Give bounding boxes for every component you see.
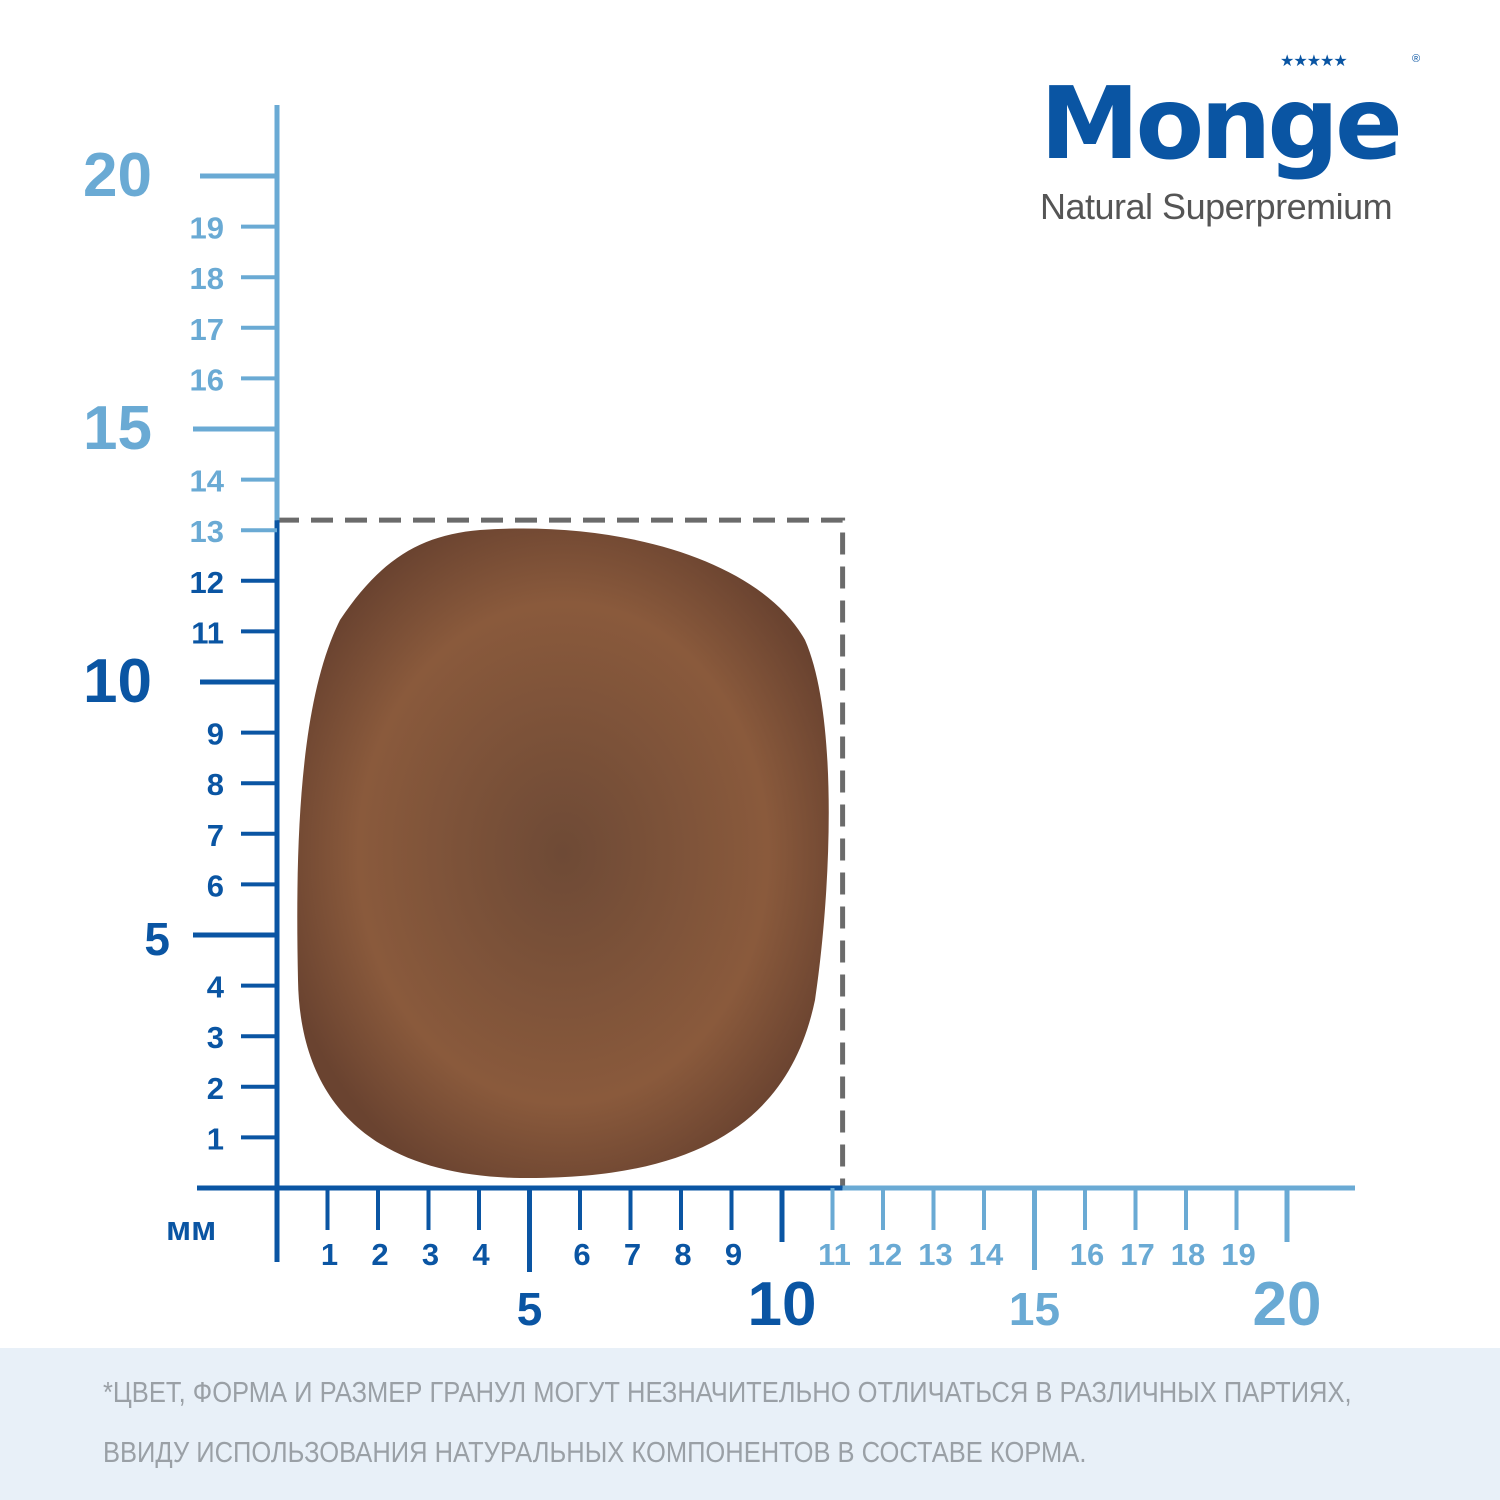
registered-mark: ® xyxy=(1412,53,1421,65)
x-minor-label: 11 xyxy=(818,1237,851,1272)
x-minor-label: 9 xyxy=(725,1237,742,1272)
size-outline-dashed xyxy=(277,517,846,1188)
y-minor-label: 8 xyxy=(207,767,224,802)
y-minor-label: 2 xyxy=(207,1071,224,1106)
y-minor-label: 13 xyxy=(190,514,224,549)
x-major-label: 5 xyxy=(517,1283,543,1335)
y-minor-label: 17 xyxy=(190,312,224,347)
y-minor-label: 12 xyxy=(190,565,224,600)
y-minor-label: 7 xyxy=(207,818,224,853)
y-minor-label: 14 xyxy=(190,464,225,499)
y-minor-label: 4 xyxy=(207,970,225,1005)
y-minor-label: 11 xyxy=(191,615,224,650)
x-major-label: 10 xyxy=(748,1270,817,1339)
y-minor-label: 1 xyxy=(207,1121,224,1156)
y-major-label: 5 xyxy=(144,913,170,965)
x-minor-label: 1 xyxy=(321,1237,338,1272)
unit-label: мм xyxy=(166,1210,217,1248)
x-minor-label: 4 xyxy=(472,1237,490,1272)
logo-tagline: Natural Superpremium xyxy=(1040,186,1393,227)
y-minor-label: 18 xyxy=(190,261,224,296)
y-minor-label: 19 xyxy=(190,211,224,246)
y-minor-label: 16 xyxy=(190,362,224,397)
y-minor-label: 6 xyxy=(207,868,224,903)
x-major-label: 20 xyxy=(1253,1270,1322,1339)
stars-icon: ★★★★★ xyxy=(1280,53,1348,70)
disclaimer-line-2: ВВИДУ ИСПОЛЬЗОВАНИЯ НАТУРАЛЬНЫХ КОМПОНЕН… xyxy=(103,1437,1087,1469)
x-minor-label: 7 xyxy=(624,1237,641,1272)
x-minor-label: 8 xyxy=(674,1237,691,1272)
x-minor-label: 3 xyxy=(422,1237,439,1272)
disclaimer-line-1: *ЦВЕТ, ФОРМА И РАЗМЕР ГРАНУЛ МОГУТ НЕЗНА… xyxy=(103,1377,1352,1409)
x-minor-label: 14 xyxy=(969,1237,1004,1272)
logo-top-row: ★★★★★ ® xyxy=(1040,52,1440,74)
x-minor-label: 2 xyxy=(371,1237,388,1272)
y-minor-label: 9 xyxy=(207,717,224,752)
x-minor-label: 13 xyxy=(918,1237,952,1272)
x-major-label: 15 xyxy=(1009,1283,1060,1335)
y-major-label: 15 xyxy=(83,394,152,463)
x-minor-label: 17 xyxy=(1120,1237,1154,1272)
logo-wordmark: Monge xyxy=(1040,65,1403,182)
kibble-image xyxy=(297,528,829,1179)
y-major-label: 20 xyxy=(83,141,152,210)
monge-logo: ★★★★★ ® Monge Natural Superpremium xyxy=(1040,52,1440,228)
y-minor-label: 3 xyxy=(207,1020,224,1055)
x-minor-label: 16 xyxy=(1070,1237,1104,1272)
x-minor-label: 18 xyxy=(1171,1237,1205,1272)
x-minor-label: 19 xyxy=(1221,1237,1255,1272)
x-minor-label: 12 xyxy=(868,1237,902,1272)
x-minor-label: 6 xyxy=(573,1237,590,1272)
y-major-label: 10 xyxy=(83,647,152,716)
disclaimer-footer: *ЦВЕТ, ФОРМА И РАЗМЕР ГРАНУЛ МОГУТ НЕЗНА… xyxy=(0,1348,1500,1500)
